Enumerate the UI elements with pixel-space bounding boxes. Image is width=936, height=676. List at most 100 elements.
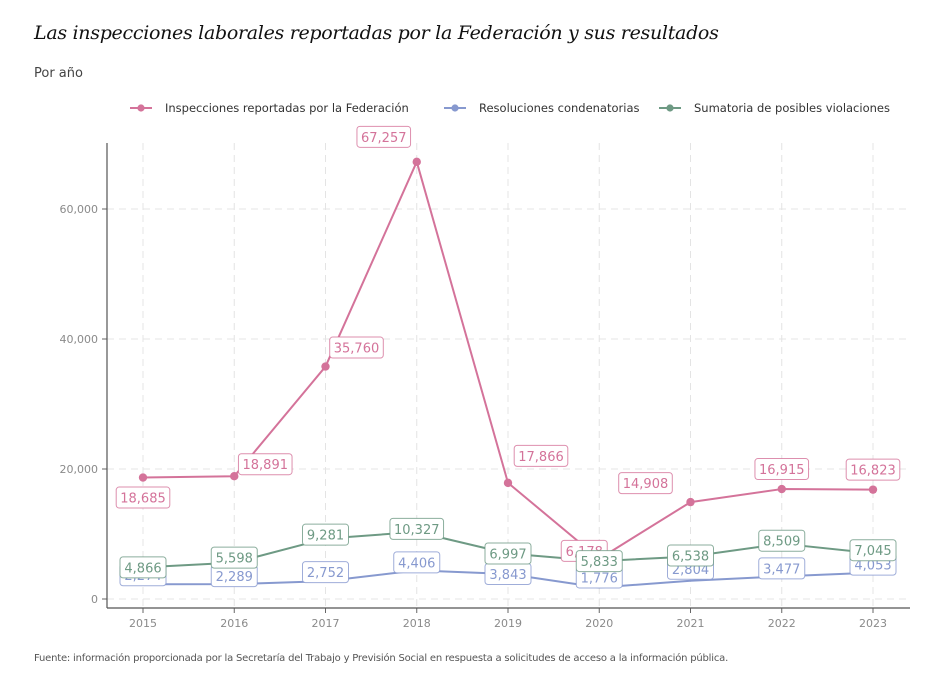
data-label-text: 10,327 — [394, 523, 440, 538]
data-label-violaciones: 7,045 — [849, 539, 897, 562]
data-label-resoluciones: 2,274 — [119, 564, 167, 587]
data-label-text: 17,866 — [518, 450, 564, 465]
data-label-inspecciones: 67,257 — [356, 125, 412, 148]
data-point-inspecciones — [321, 362, 330, 371]
data-label-text: 14,908 — [623, 477, 669, 492]
data-point-inspecciones — [412, 157, 421, 167]
legend-label: Sumatoria de posibles violaciones — [694, 101, 890, 115]
data-label-text: 2,752 — [307, 566, 344, 581]
legend-dot-icon — [137, 104, 145, 112]
data-label-text: 16,823 — [850, 464, 896, 479]
legend-item-resoluciones: Resoluciones condenatorias — [444, 101, 640, 115]
data-label-box — [484, 563, 532, 586]
data-label-box — [356, 125, 412, 148]
data-label-inspecciones: 6,178 — [560, 539, 608, 562]
data-label-violaciones: 5,598 — [210, 546, 258, 569]
source-caption: Fuente: información proporcionada por la… — [34, 653, 729, 664]
axes: 0 20,000 40,000 60,000 2015 2016 2017 2018 2019 2… — [60, 143, 910, 630]
data-label-text: 5,833 — [581, 555, 618, 570]
data-label-box — [618, 472, 673, 495]
data-label-violaciones: 4,866 — [119, 556, 167, 579]
data-label-text: 6,538 — [672, 550, 709, 565]
x-tick-label: 2015 — [129, 617, 157, 630]
data-label-box — [560, 539, 608, 562]
data-label-violaciones: 8,509 — [758, 529, 806, 552]
data-label-box — [115, 486, 171, 509]
data-label-text: 1,776 — [581, 571, 618, 586]
data-label-violaciones: 6,538 — [667, 544, 714, 567]
data-label-box — [389, 517, 445, 540]
data-label-box — [754, 458, 810, 481]
data-label-resoluciones: 4,053 — [849, 553, 897, 576]
data-label-text: 9,281 — [307, 529, 344, 544]
data-label-inspecciones: 18,891 — [237, 453, 293, 476]
data-label-inspecciones: 18,685 — [115, 486, 171, 509]
data-label-text: 6,178 — [566, 545, 603, 560]
data-point-inspecciones — [868, 485, 878, 494]
data-label-box — [484, 542, 532, 565]
data-label-resoluciones: 2,752 — [302, 561, 349, 584]
data-label-inspecciones: 16,915 — [754, 458, 810, 481]
data-label-box — [758, 529, 806, 552]
data-label-box — [237, 453, 293, 476]
data-label-box — [302, 523, 349, 546]
series-line-violaciones — [142, 530, 874, 569]
x-tick-label: 2017 — [312, 617, 340, 630]
x-tick-label: 2022 — [768, 617, 796, 630]
grid-lines — [107, 143, 910, 608]
data-label-box — [513, 444, 569, 467]
data-label-box — [210, 565, 258, 588]
data-label-resoluciones: 2,289 — [210, 565, 258, 588]
x-tick-label: 2016 — [220, 617, 248, 630]
data-label-text: 2,289 — [216, 570, 253, 585]
data-label-text: 35,760 — [334, 342, 380, 357]
data-label-box — [575, 566, 623, 589]
x-tick-label: 2019 — [494, 617, 522, 630]
data-label-box — [119, 556, 167, 579]
data-label-text: 4,053 — [854, 559, 891, 574]
data-label-text: 4,406 — [398, 556, 435, 571]
data-labels: 18,685 18,891 35,760 67,257 17,866 6,178 14,90… — [115, 125, 901, 589]
data-label-text: 16,915 — [759, 463, 805, 478]
data-label-text: 2,804 — [672, 563, 709, 578]
data-point-inspecciones — [595, 554, 604, 564]
chart-title: Las inspecciones laborales reportadas po… — [34, 22, 719, 44]
data-label-violaciones: 9,281 — [302, 523, 349, 546]
data-label-text: 2,274 — [124, 569, 161, 584]
data-label-box — [845, 458, 901, 481]
data-label-text: 8,509 — [763, 535, 800, 550]
chart-legend: Inspecciones reportadas por la Federació… — [130, 101, 890, 115]
chart-subtitle: Por año — [34, 66, 83, 81]
legend-label: Inspecciones reportadas por la Federació… — [165, 101, 409, 115]
data-label-resoluciones: 2,804 — [667, 557, 714, 580]
data-label-box — [329, 336, 384, 359]
x-tick-label: 2021 — [677, 617, 705, 630]
data-point-inspecciones — [138, 473, 148, 482]
x-tick-label: 2023 — [859, 617, 887, 630]
data-label-resoluciones: 3,477 — [758, 557, 806, 580]
data-point-inspecciones — [777, 484, 786, 494]
y-tick-label: 60,000 — [60, 203, 99, 216]
data-label-box — [667, 557, 714, 580]
legend-item-violaciones: Sumatoria de posibles violaciones — [659, 101, 890, 115]
data-label-box — [758, 557, 806, 580]
legend-item-inspecciones: Inspecciones reportadas por la Federació… — [130, 101, 409, 115]
x-tick-label: 2020 — [585, 617, 613, 630]
data-label-text: 6,997 — [489, 548, 526, 563]
data-label-box — [119, 564, 167, 587]
data-label-text: 3,843 — [489, 568, 526, 583]
y-tick-label: 40,000 — [60, 333, 99, 346]
data-label-resoluciones: 3,843 — [484, 563, 532, 586]
series-line-resoluciones — [142, 569, 874, 589]
data-label-box — [849, 539, 897, 562]
data-label-text: 4,866 — [124, 561, 161, 576]
data-label-resoluciones: 1,776 — [575, 566, 623, 589]
data-label-box — [393, 551, 441, 574]
data-label-text: 18,891 — [243, 458, 289, 473]
data-label-inspecciones: 14,908 — [618, 472, 673, 495]
legend-dot-icon — [666, 104, 674, 112]
data-label-inspecciones: 16,823 — [845, 458, 901, 481]
legend-label: Resoluciones condenatorias — [479, 101, 640, 115]
data-label-text: 67,257 — [361, 131, 407, 146]
data-label-box — [667, 544, 714, 567]
